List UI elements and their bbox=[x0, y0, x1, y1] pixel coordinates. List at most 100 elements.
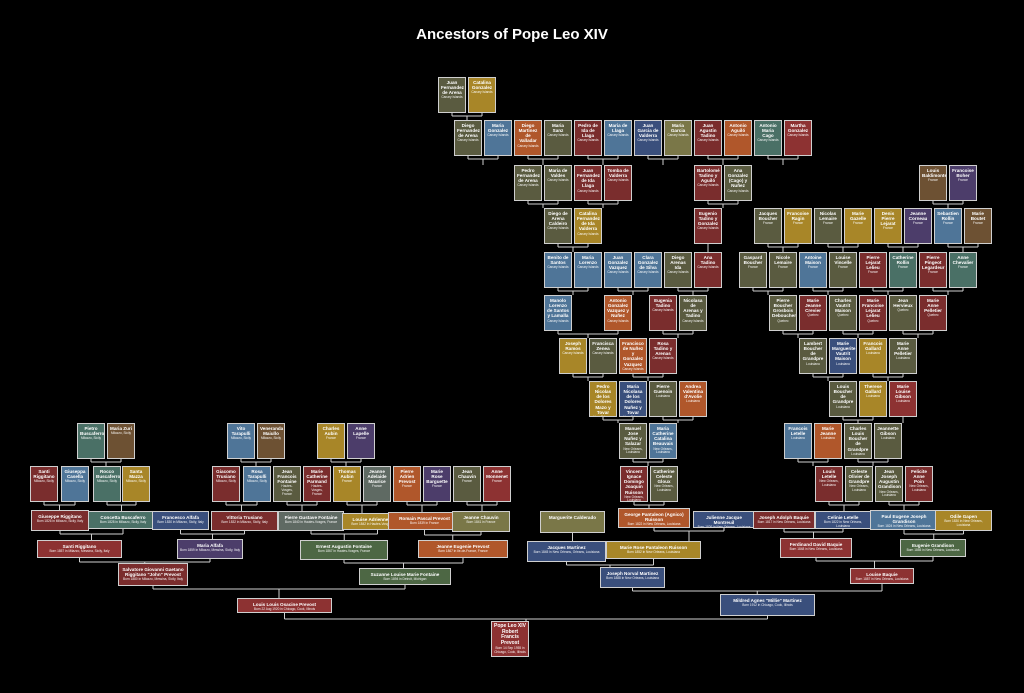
person-name: Eugenia Tadino bbox=[654, 298, 672, 309]
person-box-r8e: Jean Hervieux Quebec bbox=[889, 295, 917, 331]
person-box-g12a: Pedro Fernandez de Arena Canary Islands bbox=[514, 165, 542, 201]
person-name: Jean Chauvin bbox=[457, 469, 477, 480]
person-details: Canary Islands bbox=[637, 138, 659, 143]
person-details: Born 22 Aug 1920 in Chicago, Cook, Illin… bbox=[253, 607, 316, 612]
person-name: Sebastien Rollin bbox=[937, 211, 959, 222]
person-box-g4j: George Pantaleon (Agnico) Ruisson Born 18… bbox=[618, 508, 690, 528]
person-box-r4c: Jean Joseph Augustin Grandison New Orlean… bbox=[875, 466, 903, 502]
person-name: Manuel Jose Nuñez y Salazar bbox=[624, 426, 642, 447]
person-details: Louisiana bbox=[896, 356, 910, 361]
person-details: New Orleans, Louisiana bbox=[654, 484, 674, 492]
person-box-r9e: Pierre Lejarat Lelieu France bbox=[859, 252, 887, 288]
person-details: Canary Islands bbox=[727, 133, 749, 138]
person-details: France bbox=[356, 436, 366, 441]
person-box-g11b: Catalina Fernandez de Ida Valderra Canary… bbox=[574, 208, 602, 244]
person-details: New Orleans, Louisiana bbox=[593, 414, 613, 417]
chart-title: Ancestors of Pope Leo XIV bbox=[416, 26, 608, 43]
person-box-g4c: Francesco Alfafa Born 1830 in Milazzo, Si… bbox=[152, 511, 209, 530]
person-box-g10d: Clara Gonzalez de Silva Canary Islands bbox=[634, 252, 662, 288]
person-details: Born 1826 in New Orleans, Louisiana bbox=[697, 525, 751, 528]
person-name: Pierre Lejarat Lelieu bbox=[865, 255, 881, 271]
person-details: Born 1880 in Milazzo, Messina, Sicily, I… bbox=[123, 577, 183, 582]
person-box-g5i: Thomas Aubin France bbox=[333, 466, 361, 502]
person-details: Quebec bbox=[897, 308, 909, 313]
person-name: Jean Francois Fontaine bbox=[277, 469, 297, 485]
person-details: France bbox=[928, 270, 938, 275]
person-details: France bbox=[928, 178, 938, 183]
person-details: Louisiana bbox=[866, 351, 880, 356]
person-details: France bbox=[763, 221, 773, 226]
person-box-g4o: Odile Gapen Born 1830 in New Orleans, Lou… bbox=[935, 510, 992, 531]
person-details: Born 1888 in New Orleans, Louisiana bbox=[606, 576, 659, 581]
person-details: Born 1828 in Milazzo, Sicily, Italy bbox=[99, 520, 147, 525]
person-name: Jean Hervieux bbox=[893, 298, 913, 309]
person-details: Quebec bbox=[867, 318, 879, 323]
person-name: Suzanne Louise Marie Fontaine bbox=[370, 572, 440, 577]
person-name: Tomba de Valderra bbox=[607, 168, 629, 179]
person-details: Canary Islands bbox=[577, 265, 599, 270]
person-name: Odile Gapen bbox=[949, 514, 978, 519]
person-name: Jacques Boucher bbox=[758, 211, 778, 222]
person-details: France bbox=[943, 221, 953, 226]
person-box-r4d: Felicite Anne Poin New Orleans, Louisiana bbox=[905, 466, 933, 502]
person-name: Martha Gonzalez bbox=[787, 123, 809, 134]
person-details: Canary Islands bbox=[547, 318, 569, 323]
person-name: Maria Zuri bbox=[110, 426, 132, 431]
person-box-r6b: Therese Gallard Louisiana bbox=[859, 381, 887, 417]
person-box-g10f: Ana Tadino Canary Islands bbox=[694, 252, 722, 288]
person-box-mf: Joseph Norval Martinez Born 1888 in New O… bbox=[600, 567, 665, 588]
person-name: Maria Nicolasa de los Dolores Nuñez y To… bbox=[623, 384, 643, 415]
person-name: Antoine Maison bbox=[804, 255, 822, 266]
person-name: Marie Louise Gibson bbox=[895, 384, 911, 400]
person-name: Diego de Arena Caldeiro bbox=[548, 211, 568, 227]
person-details: New Orleans, Louisiana bbox=[624, 494, 644, 502]
person-details: New Orleans, Louisiana bbox=[879, 489, 899, 498]
person-details: Born 1826 in Milazzo, Sicily, Italy bbox=[36, 519, 84, 524]
person-box-g12e: Bartolomé Tadino y Aguiló Canary Islands bbox=[694, 165, 722, 201]
person-box-r4a: Louis Letelle New Orleans, Louisiana bbox=[815, 466, 843, 502]
person-box-g13b: Maria Gonzalez Canary Islands bbox=[484, 120, 512, 156]
person-box-r8a: Pierre Boucher Grosbois DebouchervilleQu… bbox=[769, 295, 797, 331]
person-name: Catalina Fernandez de Ida Valderra bbox=[577, 211, 600, 232]
person-box-r9d: Louise Vincelle France bbox=[829, 252, 857, 288]
person-name: Marie Catherine Parmand bbox=[306, 469, 328, 485]
person-box-r10f: Jeanne Corneau France bbox=[904, 208, 932, 244]
person-details: France bbox=[342, 479, 352, 484]
person-details: Quebec bbox=[777, 318, 789, 323]
person-box-g4a: Giuseppe Riggitano Born 1826 in Milazzo, … bbox=[31, 510, 89, 531]
person-details: Canary Islands bbox=[697, 183, 719, 188]
person-details: Born 1887 in New Orleans, Louisiana bbox=[855, 577, 909, 582]
person-details: Born 1845 in New Orleans, Orleans, Louis… bbox=[533, 550, 600, 555]
person-name: Marie Marguerite Vautrit Maison bbox=[832, 341, 856, 362]
person-details: France bbox=[913, 221, 923, 226]
person-details: Milazzo, Sicily bbox=[80, 436, 101, 441]
person-details: Milazzo, Sicily bbox=[33, 479, 54, 484]
person-box-r10d: Marie Gazelle France bbox=[844, 208, 872, 244]
person-box-r6a: Louis Boucher de Grandpre Louisiana bbox=[829, 381, 857, 417]
person-details: Canary Islands bbox=[697, 265, 719, 270]
person-name: Francois Gallard bbox=[863, 341, 883, 352]
person-details: Louisiana bbox=[686, 399, 700, 404]
person-name: Rocco Buscaferro bbox=[96, 469, 121, 480]
person-box-g5l: Marie Rose Barguette France bbox=[423, 466, 451, 502]
person-box-f: Louis Louis Osacine Prevost Born 22 Aug 1… bbox=[237, 598, 332, 613]
person-details: Canary Islands bbox=[547, 178, 569, 183]
person-name: Joseph Adolph Baquie bbox=[759, 515, 809, 520]
person-details: Canary Islands bbox=[457, 138, 479, 143]
person-name: Celinie Letelle bbox=[827, 515, 859, 520]
person-details: Canary Islands bbox=[577, 188, 599, 193]
person-name: Pedro Nicolas de los Dolores Mazo y Tova… bbox=[594, 384, 612, 415]
person-name: Giuseppa Casella bbox=[64, 469, 86, 480]
person-details: Canary Islands bbox=[607, 178, 629, 183]
person-name: Pedro de Ida de Llaga bbox=[578, 123, 598, 139]
person-details: Canary Islands bbox=[652, 308, 674, 313]
person-box-r8f: Marie Anne Pelletier Quebec bbox=[919, 295, 947, 331]
person-name: Clara Gonzalez de Silva bbox=[637, 255, 659, 271]
person-name: Juan Gonzalez Vazquez bbox=[607, 255, 629, 271]
person-box-g6b: Maria Zuri Milazzo, Sicily bbox=[107, 423, 135, 459]
person-details: Canary Islands bbox=[517, 143, 539, 148]
person-name: Santi Riggitano bbox=[62, 544, 97, 549]
person-box-mmf: Ferdinand David Baquie Born 1848 in New O… bbox=[780, 538, 852, 558]
person-box-g13g: Juan Garcia de Valderra Canary Islands bbox=[634, 120, 662, 156]
